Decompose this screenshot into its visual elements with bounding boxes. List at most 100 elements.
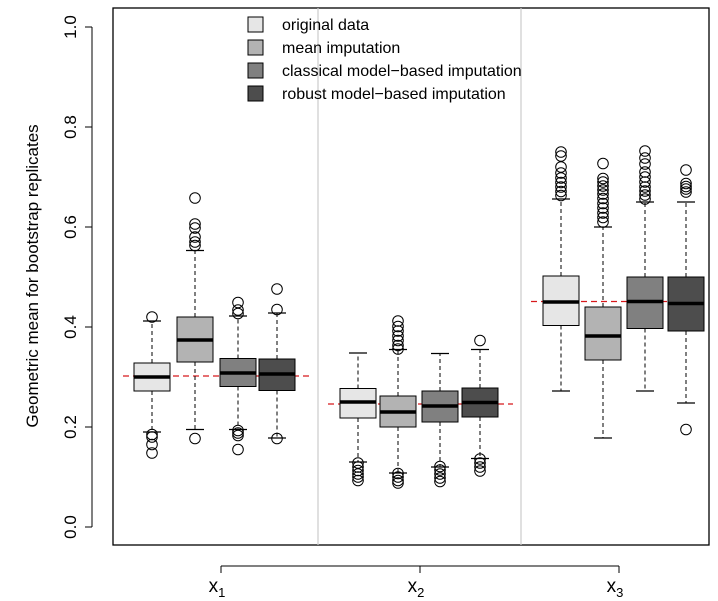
box-2-4 — [461, 334, 499, 477]
outlier-point — [680, 177, 692, 190]
outlier-point — [639, 152, 651, 164]
outlier-point — [352, 474, 364, 487]
outlier-point — [680, 164, 692, 176]
box-3-1 — [542, 146, 580, 392]
outlier-point — [639, 181, 651, 193]
outlier-point — [352, 461, 364, 473]
outlier-point — [555, 181, 567, 193]
outlier-point — [271, 432, 283, 445]
y-tick-label: 0.4 — [61, 315, 80, 339]
box-1-1 — [133, 311, 171, 459]
y-axis: 0.0 0.2 0.4 0.6 0.8 1.0 — [61, 15, 93, 539]
outlier-point — [434, 468, 446, 480]
outlier-point — [232, 427, 244, 439]
outlier-point — [639, 145, 651, 157]
outlier-point — [146, 428, 158, 441]
outlier-point — [189, 239, 201, 252]
group-2 — [339, 315, 499, 489]
outlier-point — [555, 176, 567, 189]
y-tick-label: 0.6 — [61, 215, 80, 239]
outlier-point — [232, 424, 244, 437]
outlier-point — [392, 320, 404, 333]
box-1-3 — [219, 296, 257, 456]
box-1-4 — [258, 283, 296, 445]
outlier-point — [597, 184, 609, 196]
outlier-point — [597, 176, 609, 188]
x-axis: x1 x2 x3 — [209, 565, 624, 600]
x-tick-label: x1 — [209, 576, 226, 600]
outlier-point — [392, 471, 404, 483]
outlier-point — [474, 334, 486, 347]
outlier-point — [474, 465, 486, 477]
outlier-point — [392, 467, 404, 480]
outlier-point — [639, 171, 651, 183]
boxes — [133, 145, 705, 489]
outlier-point — [232, 443, 244, 456]
outlier-point — [555, 146, 567, 158]
legend-label: original data — [282, 17, 369, 34]
y-tick-label: 0.0 — [61, 515, 80, 539]
legend-swatch — [247, 16, 264, 33]
outlier-point — [392, 330, 404, 342]
outlier-point — [392, 325, 404, 337]
outlier-point — [392, 477, 404, 489]
outlier-point — [597, 197, 609, 210]
box-2-1 — [339, 352, 377, 487]
outlier-point — [474, 461, 486, 473]
outlier-point — [232, 307, 244, 320]
outlier-point — [434, 460, 446, 473]
box-2-2 — [379, 315, 417, 489]
legend: original data mean imputation classical mo… — [247, 16, 522, 103]
legend-swatch — [247, 85, 264, 102]
outlier-point — [189, 432, 201, 445]
group-separators — [317, 8, 522, 545]
outlier-point — [271, 283, 283, 295]
outlier-point — [352, 468, 364, 480]
outlier-point — [271, 303, 283, 316]
outlier-point — [392, 343, 404, 355]
outlier-point — [639, 166, 651, 178]
y-tick-label: 0.8 — [61, 115, 80, 139]
box-3-2 — [584, 157, 622, 439]
box-iqr — [584, 306, 622, 361]
outlier-point — [555, 189, 567, 202]
outlier-point — [639, 189, 651, 201]
outlier-point — [392, 334, 404, 347]
y-tick-label: 0.2 — [61, 415, 80, 439]
group-3 — [542, 145, 705, 439]
outlier-point — [597, 172, 609, 185]
outlier-point — [352, 464, 364, 477]
outlier-point — [189, 236, 201, 248]
outlier-point — [189, 192, 201, 204]
outlier-point — [189, 218, 201, 230]
outlier-point — [146, 438, 158, 451]
legend-item: robust model−based imputation — [247, 85, 506, 103]
legend-item: mean imputation — [247, 39, 400, 57]
outlier-point — [146, 447, 158, 459]
outlier-point — [555, 161, 567, 173]
outlier-point — [639, 185, 651, 197]
box-2-3 — [421, 352, 459, 488]
outlier-point — [555, 167, 567, 179]
outlier-point — [352, 471, 364, 483]
outlier-point — [597, 180, 609, 192]
legend-swatch — [247, 62, 264, 79]
outlier-point — [392, 339, 404, 352]
group-1 — [133, 192, 296, 459]
legend-label: mean imputation — [282, 40, 400, 57]
outlier-point — [680, 180, 692, 193]
outlier-point — [474, 453, 486, 465]
outlier-point — [639, 158, 651, 170]
outlier-point — [597, 188, 609, 200]
box-3-4 — [667, 164, 705, 436]
legend-label: classical model−based imputation — [282, 63, 522, 80]
outlier-point — [189, 222, 201, 234]
outlier-point — [680, 186, 692, 198]
x-tick-label: x2 — [408, 576, 425, 600]
x-tick-label: x3 — [607, 576, 624, 600]
outlier-point — [434, 464, 446, 476]
outlier-point — [680, 183, 692, 195]
y-tick-label: 1.0 — [61, 15, 80, 39]
box-1-2 — [176, 192, 214, 445]
plot-frame — [112, 7, 710, 546]
